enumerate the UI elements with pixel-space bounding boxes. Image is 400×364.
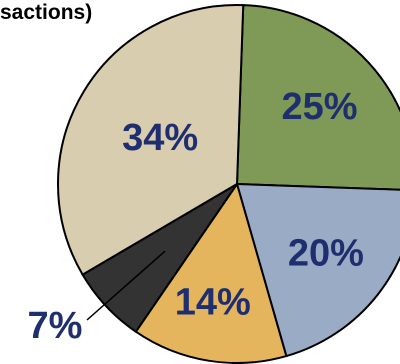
slice-label-14: 14% [175, 281, 251, 323]
slice-label-7: 7% [28, 305, 83, 347]
leader-line [86, 250, 166, 321]
pie-slice-25 [235, 4, 400, 191]
pie-slice-20 [235, 182, 400, 358]
slice-label-34: 34% [122, 117, 198, 159]
pie-slice-34 [57, 4, 245, 276]
pie-slice-14 [134, 181, 288, 364]
chart-title: sactions) [0, 1, 93, 24]
slice-label-20: 20% [288, 232, 364, 274]
slice-label-25: 25% [281, 86, 357, 128]
